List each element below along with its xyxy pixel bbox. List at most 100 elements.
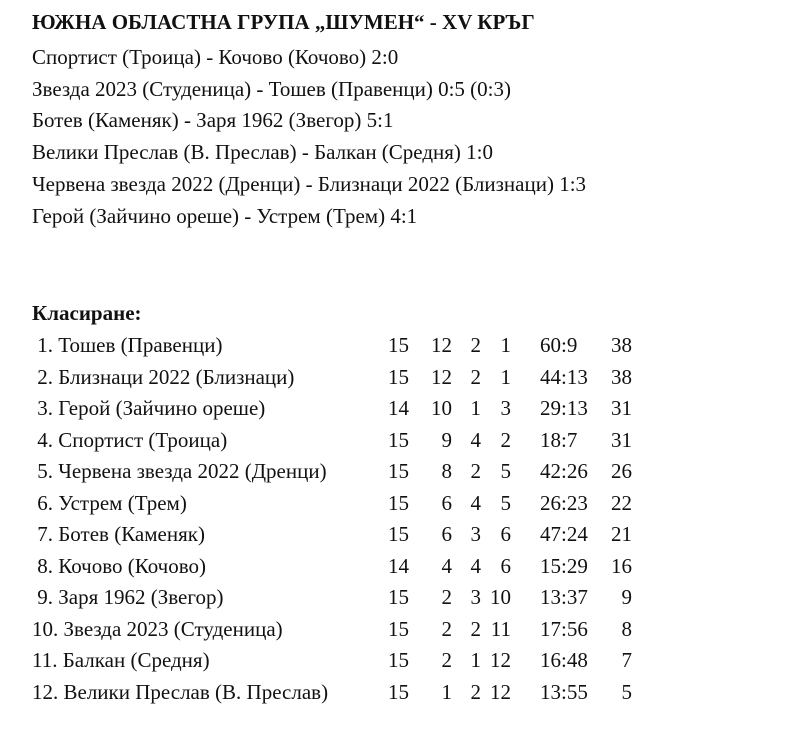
won-cell: 9 xyxy=(441,427,453,452)
lost-cell: 1 xyxy=(500,364,512,389)
points-cell: 7 xyxy=(621,648,633,672)
drawn-cell: 2 xyxy=(470,364,482,389)
won-cell: 2 xyxy=(441,616,453,641)
team-name-cell: 1. Тошев (Правенци) xyxy=(32,333,223,357)
drawn-cell: 4 xyxy=(470,427,482,452)
played-cell: 15 xyxy=(388,616,409,641)
won-cell: 2 xyxy=(441,585,453,609)
team-name-cell: 3. Герой (Зайчино ореше) xyxy=(32,396,266,420)
goals-cell: 13:55 xyxy=(540,679,588,704)
lost-cell: 5 xyxy=(500,459,512,483)
match-result: Спортист (Троица) - Кочово (Кочово) 2:0 xyxy=(32,45,399,69)
table-row: 6. Устрем (Трем) 15 6 4 5 26:23 22 xyxy=(0,491,795,515)
lost-cell: 2 xyxy=(500,427,512,452)
team-name-cell: 9. Заря 1962 (Звегор) xyxy=(32,585,224,609)
won-cell: 6 xyxy=(441,522,453,546)
points-cell: 16 xyxy=(611,553,632,578)
table-row: 4. Спортист (Троица) 15 9 4 2 18:7 31 xyxy=(0,428,795,452)
played-cell: 15 xyxy=(388,679,409,704)
team-name-cell: 11. Балкан (Средня) xyxy=(32,648,210,672)
goals-cell: 18:7 xyxy=(540,427,578,452)
table-row: 1. Тошев (Правенци) 15 12 2 1 60:9 38 xyxy=(0,333,795,357)
lost-cell: 12 xyxy=(490,648,511,672)
points-cell: 9 xyxy=(621,585,633,609)
goals-cell: 13:37 xyxy=(540,585,588,609)
goals-cell: 44:13 xyxy=(540,364,588,389)
goals-cell: 60:9 xyxy=(540,333,578,357)
drawn-cell: 1 xyxy=(470,648,482,672)
lost-cell: 5 xyxy=(500,490,512,515)
goals-cell: 15:29 xyxy=(540,553,588,578)
team-name-cell: 12. Велики Преслав (В. Преслав) xyxy=(32,679,329,704)
points-cell: 22 xyxy=(611,490,632,515)
match-result: Червена звезда 2022 (Дренци) - Близнаци … xyxy=(32,171,587,196)
match-result: Звезда 2023 (Студеница) - Тошев (Правенц… xyxy=(32,76,512,101)
drawn-cell: 4 xyxy=(470,490,482,515)
goals-cell: 26:23 xyxy=(540,490,588,515)
team-name-cell: 5. Червена звезда 2022 (Дренци) xyxy=(32,459,327,483)
lost-cell: 1 xyxy=(500,333,512,357)
lost-cell: 12 xyxy=(490,679,511,704)
drawn-cell: 3 xyxy=(470,585,482,609)
drawn-cell: 2 xyxy=(470,333,482,357)
points-cell: 8 xyxy=(621,616,633,641)
played-cell: 15 xyxy=(388,522,409,546)
drawn-cell: 2 xyxy=(470,459,482,483)
points-cell: 38 xyxy=(611,333,632,357)
points-cell: 38 xyxy=(611,364,632,389)
points-cell: 31 xyxy=(611,396,632,420)
won-cell: 10 xyxy=(431,396,452,420)
played-cell: 15 xyxy=(388,333,409,357)
match-result: Велики Преслав (В. Преслав) - Балкан (Ср… xyxy=(32,140,494,165)
won-cell: 4 xyxy=(441,553,453,578)
lost-cell: 6 xyxy=(500,522,512,546)
team-name-cell: 10. Звезда 2023 (Студеница) xyxy=(32,616,283,641)
table-row: 11. Балкан (Средня) 15 2 1 12 16:48 7 xyxy=(0,648,795,672)
won-cell: 1 xyxy=(441,679,453,704)
drawn-cell: 2 xyxy=(470,679,482,704)
points-cell: 21 xyxy=(611,522,632,546)
drawn-cell: 4 xyxy=(470,553,482,578)
drawn-cell: 1 xyxy=(470,396,482,420)
table-row: 9. Заря 1962 (Звегор) 15 2 3 10 13:37 9 xyxy=(0,585,795,609)
team-name-cell: 8. Кочово (Кочово) xyxy=(32,553,206,578)
played-cell: 14 xyxy=(388,396,409,420)
lost-cell: 11 xyxy=(490,616,511,641)
won-cell: 6 xyxy=(441,490,453,515)
goals-cell: 29:13 xyxy=(540,396,588,420)
points-cell: 31 xyxy=(611,427,632,452)
won-cell: 2 xyxy=(441,648,453,672)
table-row: 8. Кочово (Кочово) 14 4 4 6 15:29 16 xyxy=(0,554,795,578)
won-cell: 12 xyxy=(431,333,452,357)
team-name-cell: 6. Устрем (Трем) xyxy=(32,490,187,515)
won-cell: 8 xyxy=(441,459,453,483)
played-cell: 15 xyxy=(388,427,409,452)
lost-cell: 3 xyxy=(500,396,512,420)
page-title: ЮЖНА ОБЛАСТНА ГРУПА „ШУМЕН“ - XV КРЪГ xyxy=(32,10,535,34)
table-row: 5. Червена звезда 2022 (Дренци) 15 8 2 5 42:2… xyxy=(0,459,795,483)
table-row: 10. Звезда 2023 (Студеница) 15 2 2 11 17:56 8 xyxy=(0,617,795,641)
played-cell: 15 xyxy=(388,585,409,609)
table-row: 3. Герой (Зайчино ореше) 14 10 1 3 29:13 31 xyxy=(0,396,795,420)
played-cell: 15 xyxy=(388,648,409,672)
standings-heading: Класиране: xyxy=(32,301,142,325)
drawn-cell: 2 xyxy=(470,616,482,641)
goals-cell: 16:48 xyxy=(540,648,588,672)
team-name-cell: 4. Спортист (Троица) xyxy=(32,427,228,452)
team-name-cell: 2. Близнаци 2022 (Близнаци) xyxy=(32,364,295,389)
goals-cell: 42:26 xyxy=(540,459,588,483)
points-cell: 5 xyxy=(621,679,633,704)
match-result: Герой (Зайчино ореше) - Устрем (Трем) 4:… xyxy=(32,203,418,228)
played-cell: 14 xyxy=(388,553,409,578)
won-cell: 12 xyxy=(431,364,452,389)
table-row: 7. Ботев (Каменяк) 15 6 3 6 47:24 21 xyxy=(0,522,795,546)
played-cell: 15 xyxy=(388,364,409,389)
played-cell: 15 xyxy=(388,490,409,515)
goals-cell: 47:24 xyxy=(540,522,588,546)
drawn-cell: 3 xyxy=(470,522,482,546)
team-name-cell: 7. Ботев (Каменяк) xyxy=(32,522,205,546)
table-row: 12. Велики Преслав (В. Преслав) 15 1 2 12 13:… xyxy=(0,680,795,704)
lost-cell: 10 xyxy=(490,585,511,609)
goals-cell: 17:56 xyxy=(540,616,588,641)
